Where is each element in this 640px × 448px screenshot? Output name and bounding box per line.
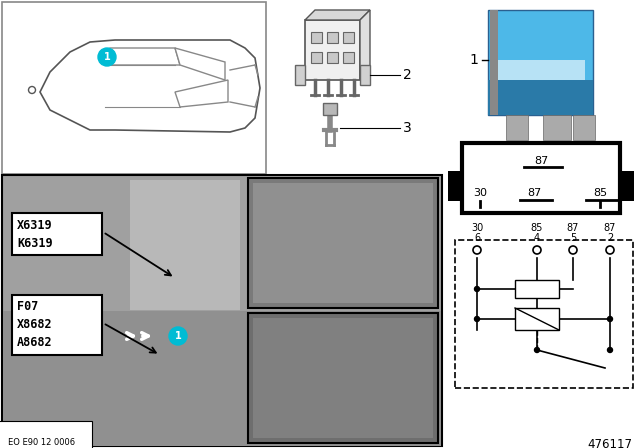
Polygon shape: [175, 80, 228, 107]
Bar: [506, 115, 528, 140]
Circle shape: [533, 246, 541, 254]
Text: 87: 87: [604, 223, 616, 233]
Bar: [305, 20, 360, 80]
Circle shape: [474, 316, 479, 322]
Circle shape: [607, 316, 612, 322]
Bar: [343, 32, 354, 43]
Bar: [12, 295, 102, 355]
Text: 85: 85: [531, 223, 543, 233]
Polygon shape: [40, 40, 260, 132]
Bar: [253, 318, 433, 438]
Bar: [253, 183, 433, 303]
Text: 476117: 476117: [587, 438, 632, 448]
Circle shape: [98, 48, 116, 66]
Bar: [248, 178, 438, 308]
Bar: [488, 10, 593, 115]
Bar: [295, 65, 305, 85]
Bar: [2, 175, 442, 446]
Text: 30: 30: [471, 223, 483, 233]
Text: 85: 85: [593, 188, 607, 198]
Text: X8682: X8682: [17, 319, 52, 332]
Bar: [360, 65, 370, 85]
Text: 2: 2: [403, 68, 412, 82]
Circle shape: [473, 246, 481, 254]
Bar: [620, 171, 634, 201]
Bar: [130, 180, 240, 310]
Circle shape: [169, 327, 187, 345]
Bar: [248, 313, 438, 443]
Bar: [455, 240, 633, 388]
Bar: [515, 308, 559, 330]
Bar: [490, 10, 498, 115]
Bar: [573, 115, 595, 140]
Bar: [2, 2, 266, 174]
Bar: [515, 280, 559, 298]
Text: F07: F07: [17, 301, 38, 314]
Polygon shape: [175, 48, 225, 80]
Circle shape: [29, 86, 35, 94]
Bar: [3, 311, 441, 446]
Bar: [327, 52, 338, 63]
Bar: [327, 32, 338, 43]
Text: EO E90 12 0006: EO E90 12 0006: [8, 438, 75, 447]
Text: 3: 3: [403, 121, 412, 135]
Circle shape: [607, 348, 612, 353]
Text: A8682: A8682: [17, 336, 52, 349]
Text: 1: 1: [469, 53, 478, 67]
Text: X6319: X6319: [17, 219, 52, 232]
Bar: [12, 213, 102, 255]
Text: 5: 5: [570, 233, 576, 243]
Text: 4: 4: [534, 233, 540, 243]
Bar: [311, 32, 322, 43]
Bar: [448, 171, 462, 201]
Polygon shape: [305, 10, 370, 20]
Bar: [488, 80, 593, 115]
Circle shape: [474, 287, 479, 292]
Bar: [343, 52, 354, 63]
Polygon shape: [105, 48, 180, 65]
Text: 87: 87: [534, 156, 548, 166]
Bar: [323, 103, 337, 115]
Text: 2: 2: [607, 233, 613, 243]
Text: 87: 87: [527, 188, 541, 198]
Bar: [462, 143, 620, 213]
Circle shape: [569, 246, 577, 254]
Circle shape: [534, 348, 540, 353]
Bar: [496, 60, 585, 80]
Polygon shape: [360, 10, 370, 80]
Text: 6: 6: [474, 233, 480, 243]
Bar: [311, 52, 322, 63]
Text: 1: 1: [175, 331, 181, 341]
Text: 87: 87: [567, 223, 579, 233]
Text: 1: 1: [104, 52, 110, 62]
Text: 30: 30: [473, 188, 487, 198]
Text: K6319: K6319: [17, 237, 52, 250]
Bar: [543, 115, 571, 140]
Circle shape: [606, 246, 614, 254]
